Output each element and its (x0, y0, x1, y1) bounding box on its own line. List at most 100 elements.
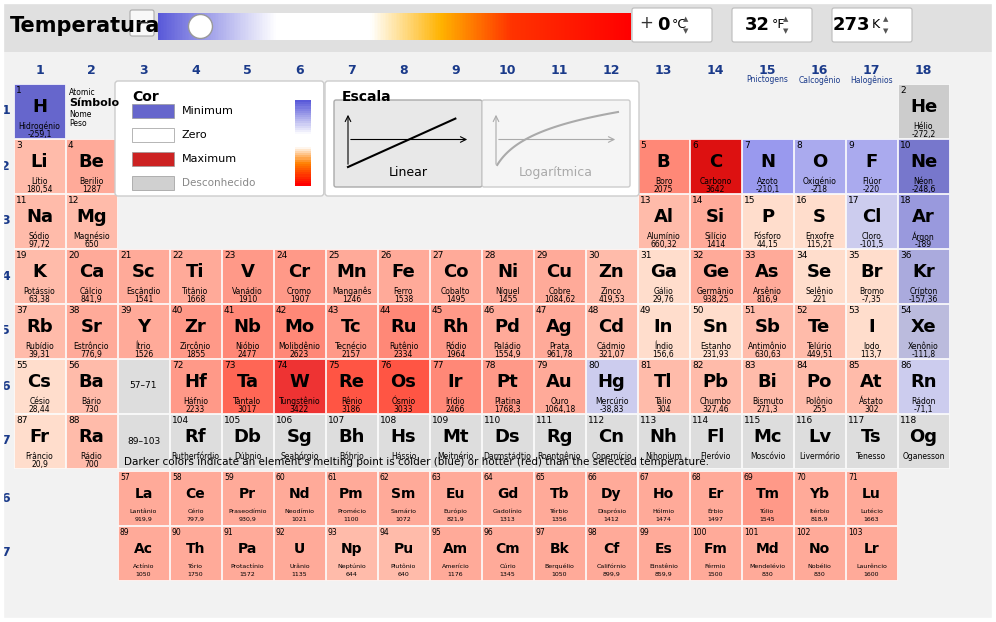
Bar (194, 13, 196, 40)
Text: 23: 23 (224, 251, 235, 260)
Bar (224, 13, 226, 40)
Text: Minimum: Minimum (182, 106, 234, 116)
Bar (243, 13, 245, 40)
Text: -111,8: -111,8 (911, 350, 935, 359)
Bar (619, 13, 622, 40)
Text: Túlio: Túlio (760, 509, 775, 514)
Text: 50: 50 (692, 306, 703, 315)
Bar (608, 13, 610, 40)
Text: Lu: Lu (863, 486, 880, 501)
Text: Ge: Ge (702, 262, 729, 281)
Text: Ne: Ne (910, 152, 937, 170)
Bar (132, 152, 174, 166)
Text: Dy: Dy (602, 486, 622, 501)
Bar (416, 13, 418, 40)
Text: 3033: 3033 (393, 405, 413, 414)
Text: 107: 107 (328, 416, 346, 425)
Text: O: O (812, 152, 827, 170)
Bar (510, 13, 513, 40)
Bar (350, 13, 352, 40)
Text: 1084,62: 1084,62 (544, 295, 575, 304)
Bar (295, 172, 311, 175)
Bar (295, 141, 311, 144)
Bar (540, 13, 543, 40)
Text: 816,9: 816,9 (757, 295, 778, 304)
Bar (417, 13, 419, 40)
Text: 38: 38 (68, 306, 80, 315)
Bar (515, 13, 517, 40)
Bar (372, 13, 374, 40)
Text: Alumínio: Alumínio (646, 232, 680, 241)
Bar (341, 13, 343, 40)
Bar (599, 13, 601, 40)
Text: 2075: 2075 (653, 185, 673, 194)
Bar (295, 145, 311, 148)
Text: Tântalo: Tântalo (233, 397, 262, 406)
Bar (66, 139, 117, 193)
Text: Einstênio: Einstênio (649, 564, 678, 569)
Text: Cloro: Cloro (862, 232, 881, 241)
Text: Berquélio: Berquélio (545, 564, 575, 569)
Bar (293, 13, 296, 40)
Bar (295, 108, 311, 111)
Text: Fe: Fe (391, 262, 415, 281)
Bar (449, 13, 451, 40)
Text: 82: 82 (692, 361, 703, 370)
Bar (319, 13, 321, 40)
Text: Boro: Boro (654, 177, 672, 186)
Text: Samário: Samário (390, 509, 416, 514)
Bar (898, 194, 949, 248)
Text: Tório: Tório (188, 564, 203, 569)
Bar (455, 13, 457, 40)
Text: -101,5: -101,5 (860, 240, 883, 249)
Text: 859,9: 859,9 (654, 572, 672, 577)
Text: 221: 221 (813, 295, 827, 304)
Bar (240, 13, 242, 40)
Text: 899,9: 899,9 (603, 572, 621, 577)
Bar (559, 13, 562, 40)
Text: Lítio: Lítio (31, 177, 48, 186)
Text: Ferro: Ferro (393, 287, 413, 296)
Circle shape (188, 14, 212, 39)
Text: Bk: Bk (550, 542, 570, 555)
Text: Árgon: Árgon (912, 232, 935, 243)
Bar (615, 13, 617, 40)
Bar (477, 13, 479, 40)
Bar (430, 526, 481, 580)
Bar (226, 13, 228, 40)
Text: 640: 640 (397, 572, 409, 577)
Text: 4: 4 (191, 63, 200, 77)
Text: 88: 88 (68, 416, 80, 425)
Bar (365, 13, 367, 40)
Text: ▲: ▲ (883, 16, 888, 22)
Bar (276, 13, 278, 40)
Text: 84: 84 (796, 361, 808, 370)
Bar (274, 414, 325, 468)
Text: 321,07: 321,07 (599, 350, 624, 359)
Text: K: K (872, 19, 880, 32)
Bar (439, 13, 441, 40)
Text: Tálio: Tálio (655, 397, 672, 406)
Text: Ds: Ds (495, 428, 520, 446)
Text: 10: 10 (499, 63, 516, 77)
Text: 91: 91 (224, 528, 234, 537)
Bar (222, 13, 224, 40)
Bar (339, 13, 341, 40)
Bar (317, 13, 319, 40)
Text: La: La (134, 486, 152, 501)
Bar (183, 13, 185, 40)
Text: Db: Db (234, 428, 261, 446)
Text: Irídio: Irídio (446, 397, 465, 406)
Bar (331, 13, 333, 40)
Text: 29: 29 (536, 251, 548, 260)
Bar (498, 13, 500, 40)
Bar (238, 13, 240, 40)
Text: 51: 51 (744, 306, 756, 315)
Bar (586, 359, 637, 413)
Bar (376, 13, 378, 40)
Bar (295, 121, 311, 124)
Bar (586, 414, 637, 468)
Text: Níquel: Níquel (495, 287, 520, 296)
Bar (210, 13, 212, 40)
Bar (295, 119, 311, 123)
